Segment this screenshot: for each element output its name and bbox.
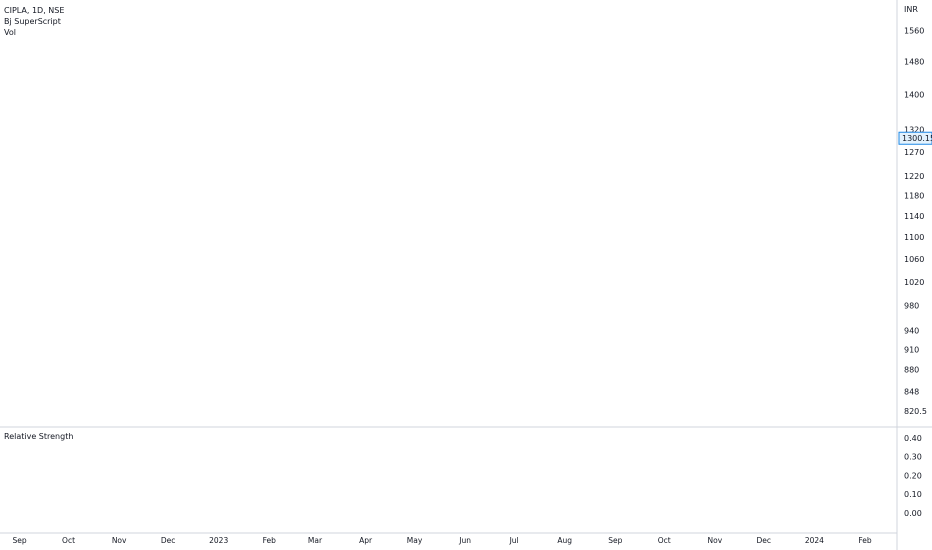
time-tick-label: Mar [308, 536, 323, 545]
rs-tick-label: 0.20 [904, 471, 922, 480]
price-tick-label: 1560 [904, 26, 924, 35]
price-tick-label: 1400 [904, 90, 924, 99]
time-tick-label: May [407, 536, 423, 545]
chart-legend: CIPLA, 1D, NSE Bj SuperScript Vol [4, 5, 64, 38]
price-tick-label: 1220 [904, 172, 924, 181]
price-tick-label: 980 [904, 302, 919, 311]
time-tick-label: Oct [658, 536, 671, 545]
time-tick-label: Jun [458, 536, 471, 545]
indicator-volume[interactable]: Vol [4, 28, 16, 37]
price-tick-label: 1270 [904, 148, 924, 157]
time-tick-label: Jul [509, 536, 519, 545]
price-tick-label: 1480 [904, 58, 924, 67]
price-tick-label: 1320 [904, 125, 924, 134]
currency-label: INR [904, 5, 918, 14]
price-tick-label: 848 [904, 387, 919, 396]
time-tick-label: Nov [708, 536, 723, 545]
time-tick-label: Feb [858, 536, 872, 545]
price-tick-label: 940 [904, 326, 919, 335]
price-tick-label: 1100 [904, 233, 924, 242]
price-tick-label: 880 [904, 365, 919, 374]
rs-tick-label: 0.10 [904, 490, 922, 499]
time-tick-label: Oct [62, 536, 75, 545]
time-tick-label: Sep [608, 536, 622, 545]
symbol-title[interactable]: CIPLA, 1D, NSE [4, 6, 65, 15]
rs-title[interactable]: Relative Strength [4, 432, 74, 441]
time-tick-label: 2023 [209, 536, 228, 545]
price-tick-label: 1020 [904, 278, 924, 287]
time-tick-label: Feb [263, 536, 277, 545]
price-tick-label: 820.5 [904, 407, 927, 416]
indicator-superscript[interactable]: Bj SuperScript [4, 17, 61, 26]
time-tick-label: Nov [112, 536, 127, 545]
price-tick-label: 910 [904, 346, 919, 355]
time-tick-label: Sep [13, 536, 27, 545]
rs-legend: Relative Strength [4, 431, 73, 442]
rs-tick-label: 0.40 [904, 434, 922, 443]
time-tick-label: Apr [359, 536, 373, 545]
time-tick-label: Dec [757, 536, 772, 545]
last-price-label: 1300.15 [902, 134, 932, 143]
rs-tick-label: 0.00 [904, 509, 922, 518]
time-tick-label: Aug [557, 536, 572, 545]
price-tick-label: 1060 [904, 255, 924, 264]
rs-tick-label: 0.30 [904, 453, 922, 462]
time-tick-label: 2024 [805, 536, 824, 545]
time-tick-label: Dec [161, 536, 176, 545]
price-tick-label: 1180 [904, 192, 924, 201]
price-tick-label: 1140 [904, 212, 924, 221]
last-price-badge [898, 131, 932, 145]
